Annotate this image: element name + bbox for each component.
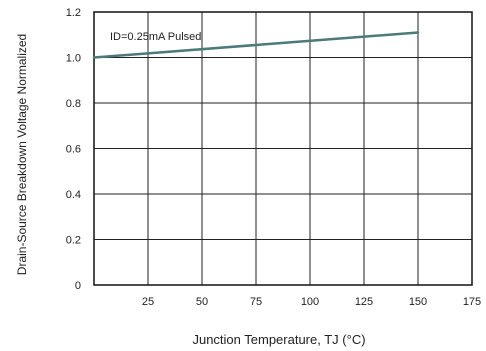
x-tick-label: 50 <box>196 296 208 308</box>
y-tick-label: 0.2 <box>66 235 81 247</box>
series-line <box>92 31 420 59</box>
y-tick-label: 0.4 <box>66 189 81 201</box>
annotation-label: ID=0.25mA Pulsed <box>110 31 201 43</box>
y-tick-label: 0.6 <box>66 144 81 156</box>
plot-frame <box>93 11 473 286</box>
x-tick-label: 150 <box>409 296 427 308</box>
series-layer <box>92 31 420 59</box>
y-tick-label: 0 <box>75 280 81 292</box>
grid <box>94 12 472 285</box>
y-tick-label: 0.8 <box>66 98 81 110</box>
y-tick-label: 1.0 <box>66 53 81 65</box>
y-axis-label: Drain-Source Breakdown Voltage Normalize… <box>15 34 29 275</box>
x-tick-label: 75 <box>250 296 262 308</box>
x-tick-labels: 25 50 75 100 125 150 175 <box>142 296 481 308</box>
x-tick-label: 100 <box>301 296 319 308</box>
x-tick-label: 125 <box>355 296 373 308</box>
x-tick-label: 175 <box>463 296 481 308</box>
y-tick-labels: 0 0.2 0.4 0.6 0.8 1.0 1.2 <box>66 7 81 292</box>
x-axis-label: Junction Temperature, TJ (°C) <box>192 332 365 347</box>
x-tick-label: 25 <box>142 296 154 308</box>
y-tick-label: 1.2 <box>66 7 81 19</box>
